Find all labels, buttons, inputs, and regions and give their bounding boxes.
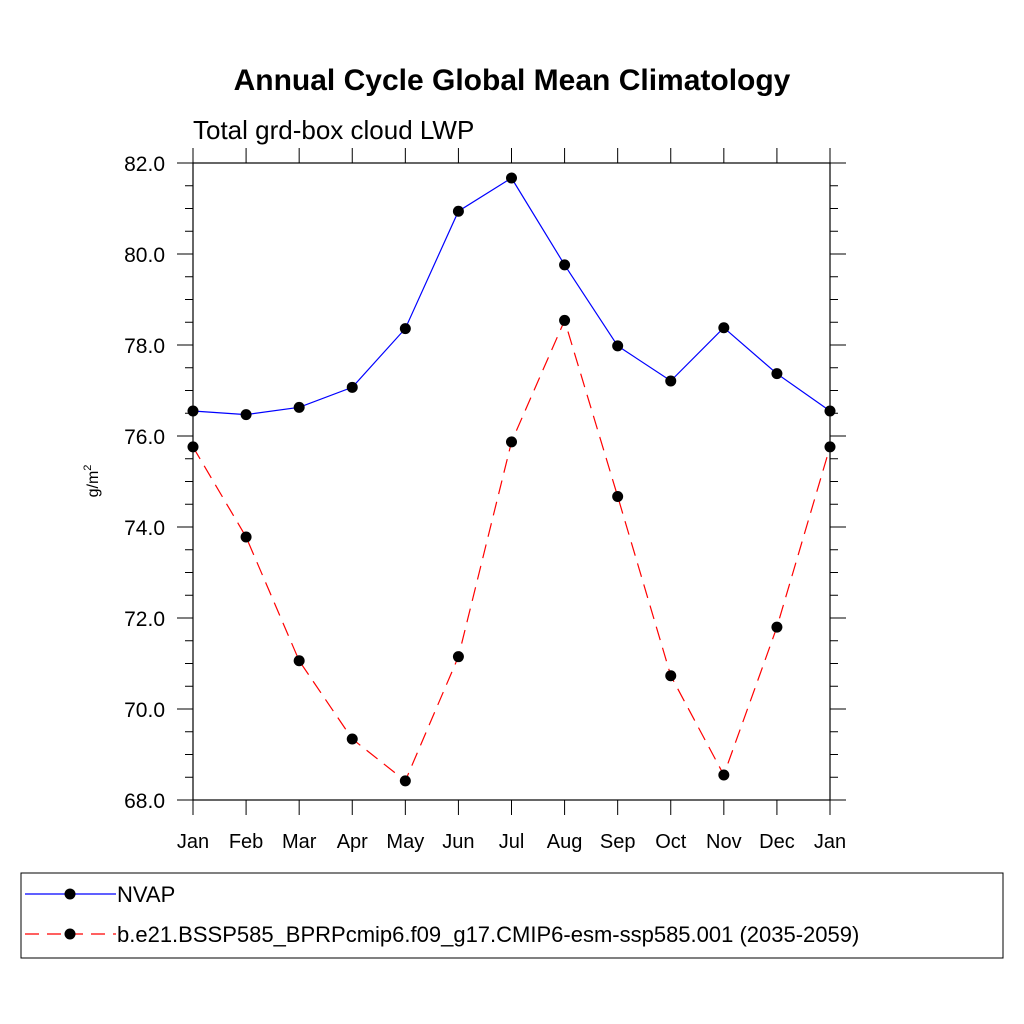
series-1-line: [192, 177, 831, 416]
series-2-point: [452, 651, 464, 663]
x-tick-label: Jul: [499, 831, 525, 853]
x-tick-label: Jan: [814, 831, 846, 853]
series-1-point: [346, 381, 358, 393]
legend-label-1: NVAP: [117, 882, 175, 907]
y-tick-label: 74.0: [124, 517, 165, 540]
series-1-point: [771, 368, 783, 380]
y-axis-label-superscript: 2: [82, 465, 94, 471]
series-2-line: [192, 318, 831, 782]
series-2-point: [718, 769, 730, 781]
legend-marker-1: [64, 888, 76, 900]
x-tick-label: Oct: [655, 831, 687, 853]
series-1-point: [665, 375, 677, 387]
series-2-point: [293, 655, 305, 667]
series-1-point: [293, 401, 305, 413]
chart-subtitle: Total grd-box cloud LWP: [193, 115, 474, 145]
series-2-point: [612, 491, 624, 503]
series-1-point: [187, 405, 199, 417]
legend-marker-2: [64, 928, 76, 940]
series-2-point: [771, 621, 783, 633]
series-1-point: [824, 405, 836, 417]
y-axis-label-base: g/m: [85, 471, 102, 498]
x-tick-label: Jun: [442, 831, 474, 853]
y-axis: 68.0 70.0 72.0 74.0 76.0 78.0 80.0 82.0: [124, 153, 846, 813]
series-2-point: [824, 441, 836, 453]
x-tick-label: Aug: [547, 831, 583, 853]
series-1-point: [718, 322, 730, 334]
series-1-point: [452, 205, 464, 217]
legend-box: [20, 872, 1004, 959]
x-tick-label: Sep: [600, 831, 636, 853]
series-1-point: [506, 172, 517, 184]
chart-title: Annual Cycle Global Mean Climatology: [234, 64, 791, 97]
x-tick-label: Mar: [282, 831, 317, 853]
y-tick-label: 80.0: [124, 244, 165, 267]
x-axis: Jan Feb Mar Apr May Jun Jul Aug Sep Oct Nov Dec Jan: [177, 148, 846, 853]
legend: NVAP b.e21.BSSP585_BPRPcmip6.f09_g17.CMIP…: [25, 882, 859, 947]
y-tick-label: 68.0: [124, 790, 165, 813]
plot-frame: [192, 162, 831, 801]
series-1-point: [559, 259, 571, 271]
series-1-point: [399, 323, 411, 335]
y-tick-label: 72.0: [124, 608, 165, 631]
x-tick-label: Feb: [229, 831, 263, 853]
series-2-point: [187, 441, 199, 453]
x-tick-label: Dec: [759, 831, 795, 853]
x-tick-label: Jan: [177, 831, 209, 853]
legend-label-2: b.e21.BSSP585_BPRPcmip6.f09_g17.CMIP6-es…: [117, 922, 859, 947]
x-tick-label: May: [386, 831, 424, 853]
series-2-point: [399, 775, 411, 787]
series-layer: [187, 172, 836, 787]
y-tick-label: 78.0: [124, 335, 165, 358]
x-tick-label: Apr: [337, 831, 368, 853]
series-2-point: [240, 531, 252, 543]
series-1-point: [612, 340, 624, 352]
series-2-point: [665, 670, 677, 682]
y-tick-label: 82.0: [124, 153, 165, 176]
series-2-point: [506, 436, 517, 448]
y-axis-label: g/m2: [82, 465, 102, 498]
y-tick-label: 76.0: [124, 426, 165, 449]
y-tick-label: 70.0: [124, 699, 165, 722]
series-2-point: [559, 314, 571, 326]
series-2-point: [346, 733, 358, 745]
series-1-point: [240, 409, 252, 421]
x-tick-label: Nov: [706, 831, 742, 853]
